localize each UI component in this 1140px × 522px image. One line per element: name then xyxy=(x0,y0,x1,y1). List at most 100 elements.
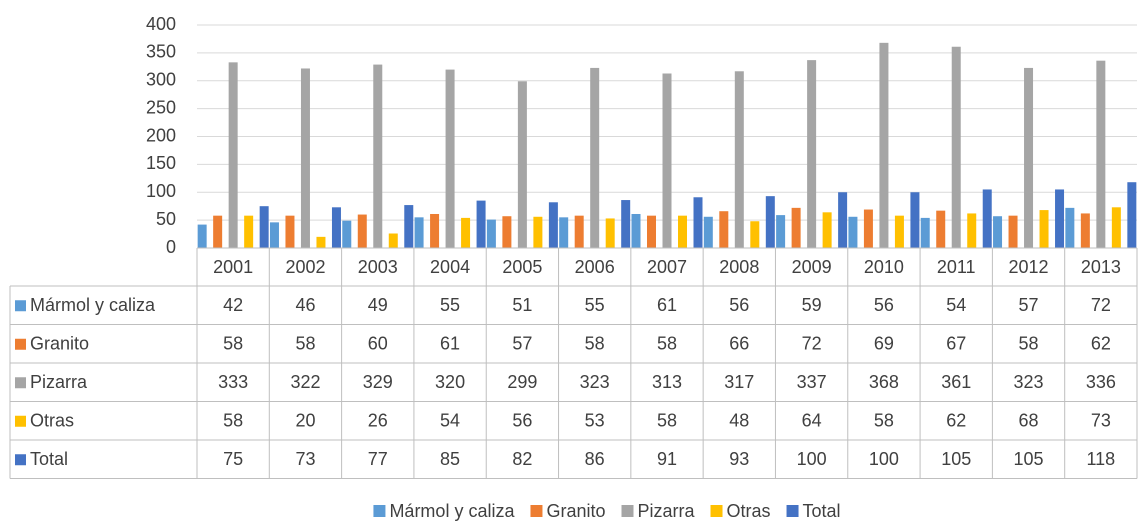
bar xyxy=(967,213,977,248)
legend-label: Total xyxy=(803,501,841,521)
bar xyxy=(1127,182,1137,248)
table-cell: 57 xyxy=(512,334,532,354)
table-cell: 20 xyxy=(295,411,315,431)
table-legend-key xyxy=(15,300,26,312)
table-cell: 317 xyxy=(724,372,754,392)
table-legend-key xyxy=(15,454,26,466)
bar xyxy=(993,216,1003,248)
table-cell: 55 xyxy=(440,295,460,315)
table-cell: 59 xyxy=(802,295,822,315)
x-tick-label: 2005 xyxy=(502,257,542,277)
table-cell: 67 xyxy=(946,334,966,354)
x-tick-label: 2012 xyxy=(1009,257,1049,277)
bar xyxy=(703,216,713,248)
bar xyxy=(936,210,946,248)
table-cell: 54 xyxy=(440,411,460,431)
bar xyxy=(574,215,584,248)
x-tick-label: 2007 xyxy=(647,257,687,277)
table-cell: 62 xyxy=(1091,334,1111,354)
y-tick-label: 200 xyxy=(146,125,176,145)
bar xyxy=(476,200,486,248)
table-cell: 73 xyxy=(1091,411,1111,431)
bar xyxy=(414,217,424,248)
bar xyxy=(373,64,383,249)
bar xyxy=(590,67,600,249)
bar xyxy=(647,215,656,248)
table-cell: 322 xyxy=(290,372,320,392)
bar xyxy=(461,217,471,248)
table-cell: 54 xyxy=(946,295,966,315)
table-cell: 329 xyxy=(363,372,393,392)
table-cell: 51 xyxy=(512,295,532,315)
bar xyxy=(910,192,920,248)
table-cell: 82 xyxy=(512,449,532,469)
bar xyxy=(559,217,569,248)
table-cell: 361 xyxy=(941,372,971,392)
bar xyxy=(1111,207,1121,248)
table-cell: 100 xyxy=(869,449,899,469)
legend-label: Mármol y caliza xyxy=(389,501,515,521)
table-cell: 299 xyxy=(507,372,537,392)
bar xyxy=(228,62,238,248)
bar xyxy=(838,192,848,248)
bar xyxy=(259,206,269,248)
table-legend-key xyxy=(15,415,26,427)
bar xyxy=(848,216,858,248)
x-tick-label: 2004 xyxy=(430,257,470,277)
table-cell: 58 xyxy=(657,411,677,431)
y-tick-label: 300 xyxy=(146,70,176,90)
table-cell: 58 xyxy=(223,334,243,354)
table-cell: 73 xyxy=(295,449,315,469)
bar xyxy=(486,219,496,248)
table-cell: 61 xyxy=(440,334,460,354)
legend-label: Otras xyxy=(727,501,771,521)
bar xyxy=(765,196,775,248)
table-cell: 100 xyxy=(797,449,827,469)
y-tick-label: 150 xyxy=(146,153,176,173)
table-cell: 72 xyxy=(1091,295,1111,315)
table-cell: 58 xyxy=(874,411,894,431)
bar xyxy=(631,213,641,248)
bar xyxy=(693,197,703,248)
bar xyxy=(894,215,904,248)
x-tick-label: 2011 xyxy=(937,257,976,277)
table-cell: 77 xyxy=(368,449,388,469)
bar xyxy=(342,220,352,248)
y-tick-label: 400 xyxy=(146,14,176,34)
legend-label: Pizarra xyxy=(638,501,696,521)
bar xyxy=(750,221,760,248)
table-cell: 56 xyxy=(874,295,894,315)
table-cell: 68 xyxy=(1019,411,1039,431)
table-cell: 336 xyxy=(1086,372,1116,392)
table-cell: 62 xyxy=(946,411,966,431)
table-cell: 85 xyxy=(440,449,460,469)
table-cell: 60 xyxy=(368,334,388,354)
x-tick-label: 2010 xyxy=(864,257,904,277)
bar xyxy=(300,68,310,248)
bar xyxy=(662,73,672,248)
legend-key xyxy=(621,505,634,517)
table-row-label: Granito xyxy=(30,334,89,354)
table-cell: 61 xyxy=(657,295,677,315)
table-cell: 93 xyxy=(729,449,749,469)
bar xyxy=(533,216,543,248)
table-cell: 105 xyxy=(941,449,971,469)
table-row-label: Pizarra xyxy=(30,372,88,392)
bar xyxy=(678,215,687,248)
legend-key xyxy=(710,505,723,517)
y-tick-label: 0 xyxy=(166,237,176,257)
table-cell: 56 xyxy=(512,411,532,431)
table-cell: 49 xyxy=(368,295,388,315)
bar xyxy=(517,81,527,249)
table-cell: 91 xyxy=(657,449,677,469)
table-cell: 56 xyxy=(729,295,749,315)
bar xyxy=(920,217,930,248)
table-cell: 337 xyxy=(797,372,827,392)
table-cell: 333 xyxy=(218,372,248,392)
table-cell: 64 xyxy=(802,411,822,431)
table-legend-key xyxy=(15,377,26,389)
bar xyxy=(244,215,254,248)
table-cell: 66 xyxy=(729,334,749,354)
bar xyxy=(445,69,455,248)
x-tick-label: 2001 xyxy=(213,257,253,277)
